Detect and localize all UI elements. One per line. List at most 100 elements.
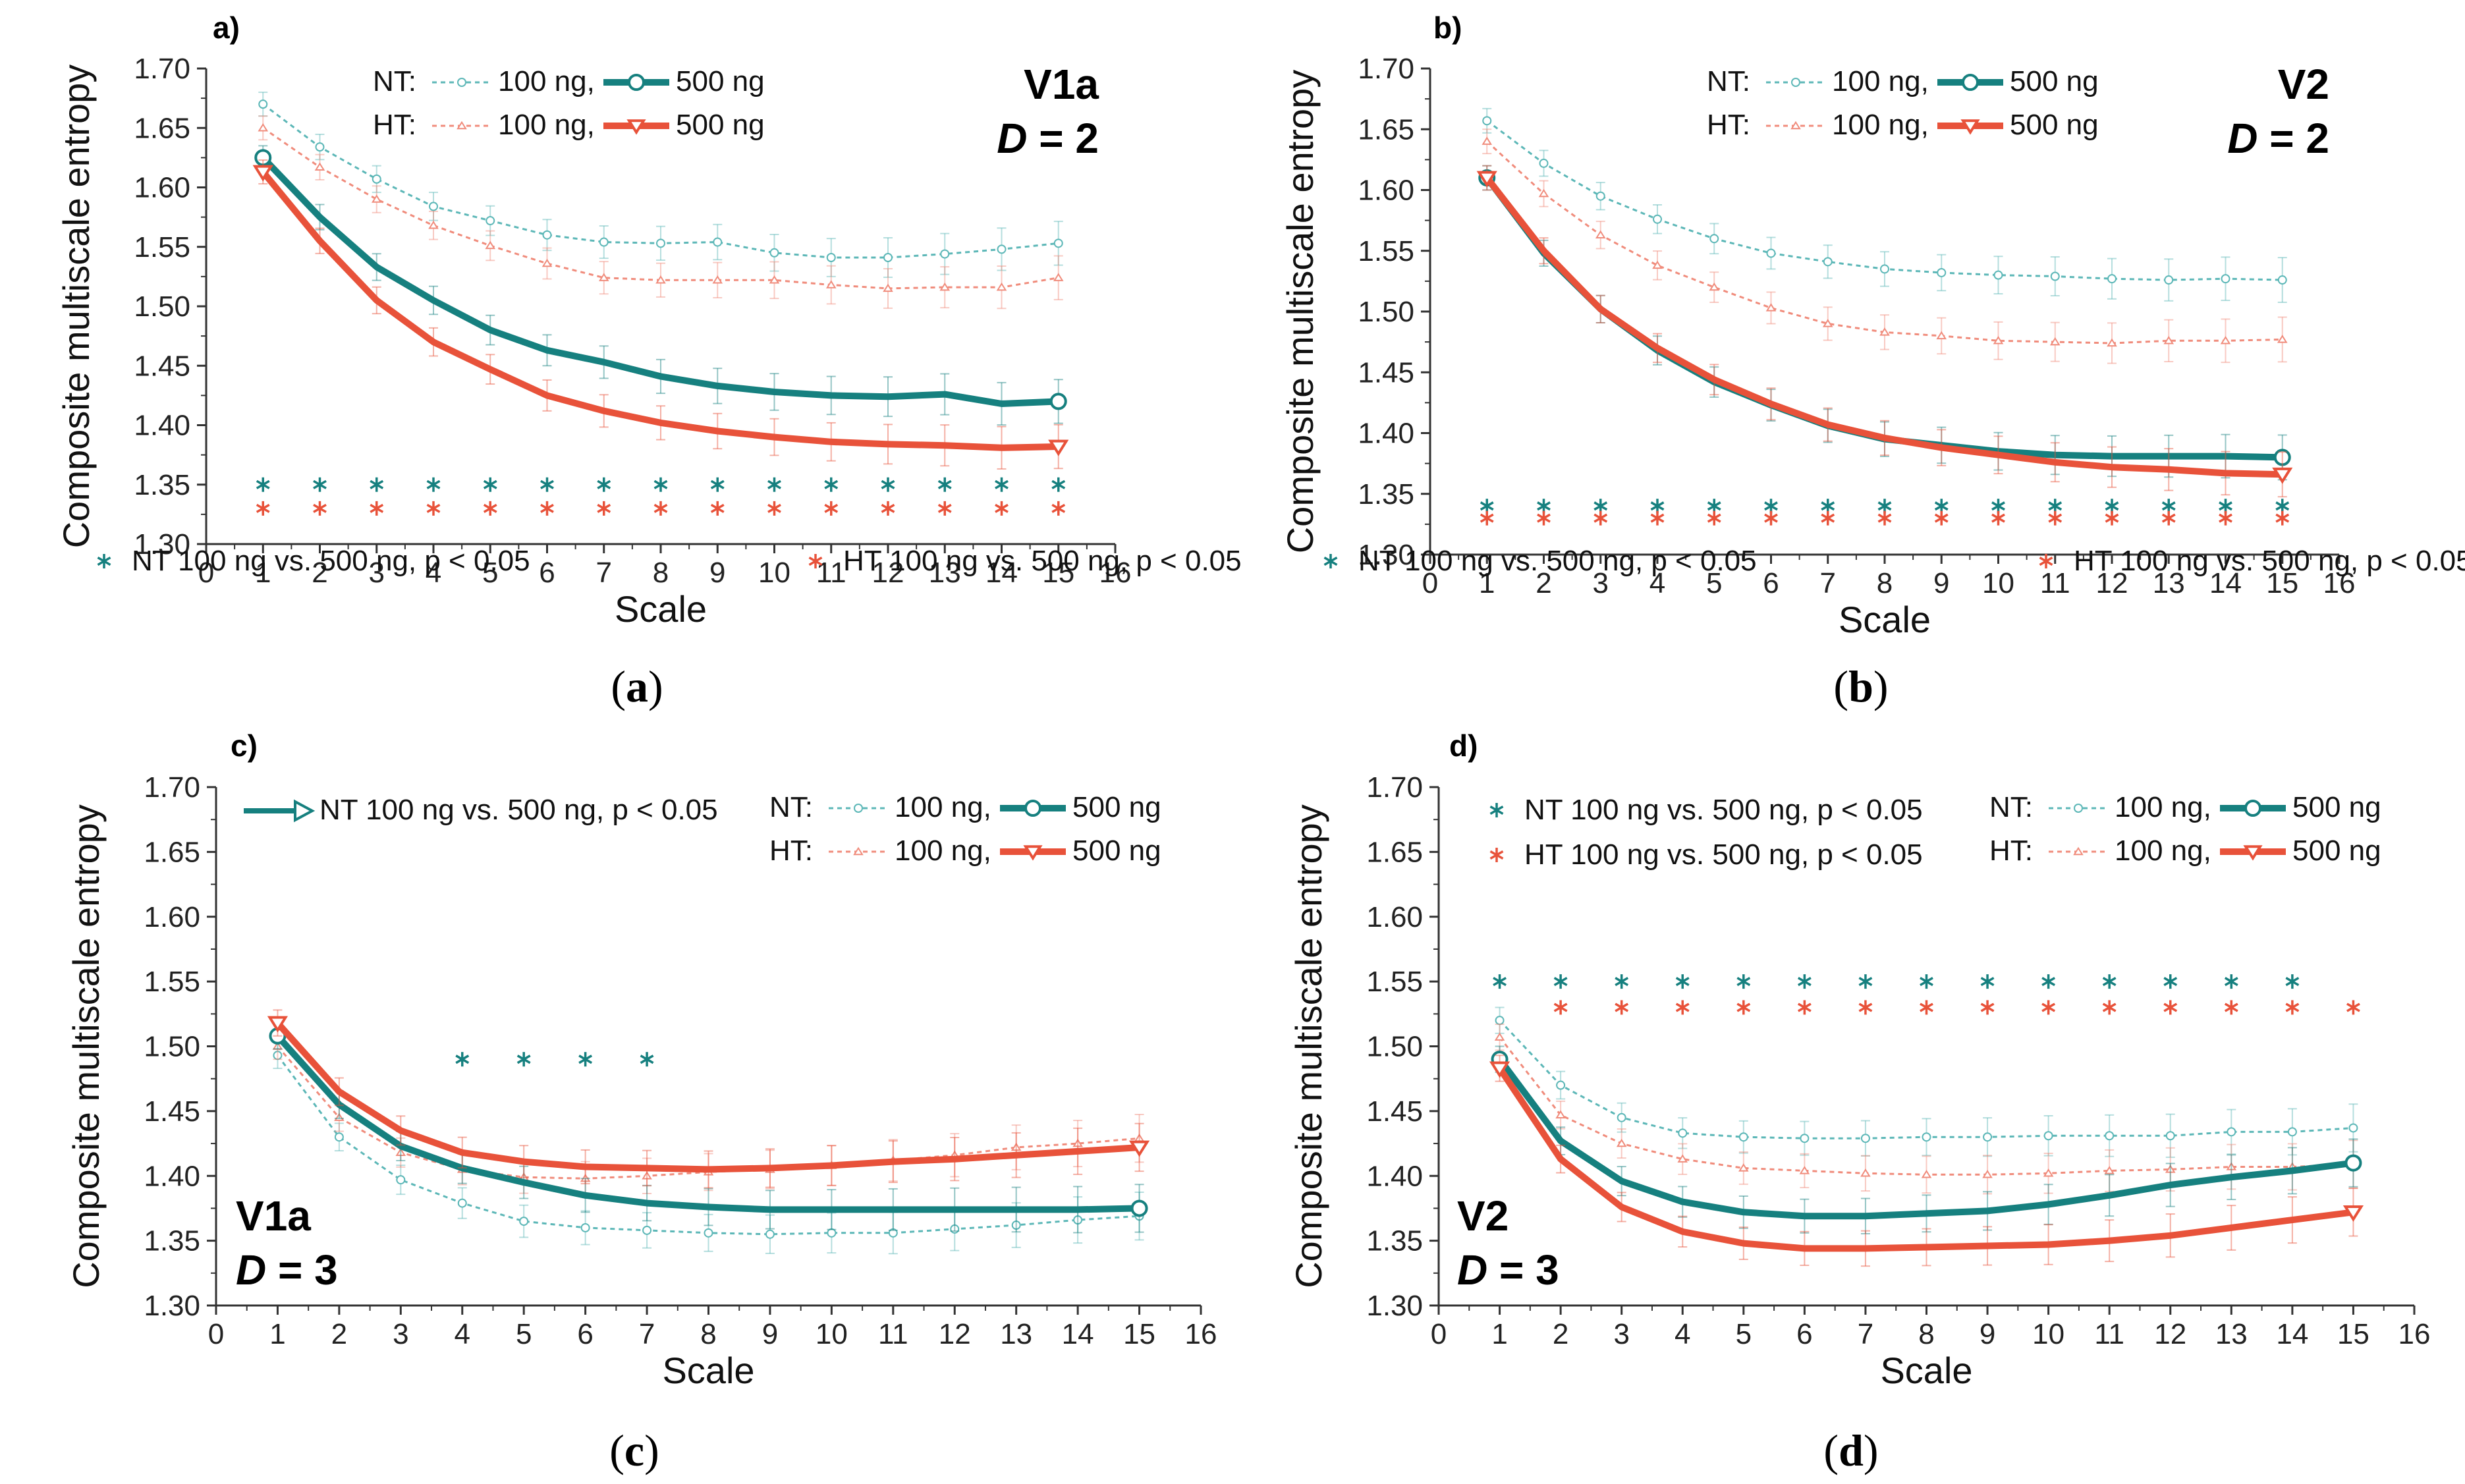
data-point-ht-100ng bbox=[1494, 1032, 1505, 1041]
sig-star-nt bbox=[1797, 974, 1812, 989]
sig-star-nt bbox=[2224, 974, 2238, 989]
legend-sig-star bbox=[808, 554, 823, 568]
y-tick-label: 1.70 bbox=[144, 771, 200, 804]
panel-caption: (b) bbox=[1833, 661, 1888, 711]
data-point-nt-500ng bbox=[2344, 1154, 2362, 1172]
sig-star-ht bbox=[2224, 1000, 2238, 1015]
panel-label: d) bbox=[1449, 728, 1478, 763]
data-point-ht-100ng bbox=[1936, 331, 1947, 340]
x-tick-label: 15 bbox=[1042, 557, 1074, 589]
x-tick-label: 13 bbox=[1000, 1318, 1032, 1350]
x-tick-label: 8 bbox=[653, 557, 669, 589]
series-line-nt-500ng bbox=[1497, 1057, 2354, 1220]
sig-star-nt bbox=[1736, 974, 1751, 989]
x-tick-label: 1 bbox=[1479, 567, 1495, 599]
data-point-nt-100ng bbox=[1880, 264, 1889, 274]
series-ht-100ng bbox=[1482, 128, 2288, 364]
x-tick-label: 15 bbox=[2266, 567, 2298, 599]
y-tick-label: 1.30 bbox=[1366, 1290, 1423, 1322]
data-point-nt-100ng bbox=[769, 248, 779, 258]
y-tick-label: 1.45 bbox=[1358, 356, 1414, 389]
sig-star-ht bbox=[1736, 1000, 1751, 1015]
y-tick-label: 1.45 bbox=[134, 350, 190, 382]
data-point-nt-100ng bbox=[940, 249, 950, 259]
legend-entry-500ng: 500 ng bbox=[2010, 109, 2099, 141]
sig-star-nt bbox=[2161, 499, 2176, 514]
x-tick-label: 13 bbox=[2153, 567, 2185, 599]
sig-star-nt bbox=[540, 477, 554, 492]
series-ht-100ng bbox=[258, 115, 1064, 310]
panel-tag-name: V2 bbox=[1457, 1192, 1509, 1240]
sig-star-ht bbox=[881, 501, 895, 516]
x-tick-label: 4 bbox=[1675, 1318, 1690, 1350]
sig-star-nt bbox=[1537, 499, 1551, 514]
x-tick-label: 15 bbox=[1123, 1318, 1155, 1350]
sig-star-nt bbox=[767, 477, 781, 492]
series-ht-500ng bbox=[267, 1009, 1150, 1189]
data-point-nt-100ng bbox=[888, 1228, 898, 1238]
y-tick-label: 1.35 bbox=[134, 469, 190, 501]
data-point-ht-100ng bbox=[2163, 335, 2174, 344]
x-tick-label: 9 bbox=[762, 1318, 778, 1350]
legend-sig-label: HT 100 ng vs. 500 ng, p < 0.05 bbox=[843, 545, 1242, 577]
x-tick-label: 8 bbox=[700, 1318, 716, 1350]
data-point-ht-100ng bbox=[642, 1170, 652, 1180]
sig-star-ht bbox=[824, 501, 839, 516]
panel-tag-dimension: D = 3 bbox=[1457, 1246, 1559, 1294]
data-point-nt-100ng bbox=[656, 238, 665, 248]
data-point-ht-100ng bbox=[485, 240, 496, 250]
sig-star-ht bbox=[995, 501, 1009, 516]
panel-tag-name: V1a bbox=[1024, 61, 1099, 108]
series-nt-100ng bbox=[1482, 107, 2287, 303]
sig-star-nt bbox=[640, 1052, 654, 1067]
y-axis-label: Composite multiscale entropy bbox=[55, 65, 97, 549]
x-tick-label: 9 bbox=[1933, 567, 1949, 599]
sig-star-nt bbox=[2285, 974, 2300, 989]
y-tick-label: 1.60 bbox=[144, 901, 200, 933]
sig-star-ht bbox=[1593, 510, 1608, 526]
panel-caption-letter: d bbox=[1839, 1425, 1864, 1475]
x-tick-label: 10 bbox=[816, 1318, 848, 1350]
legend-marker-nt-500ng bbox=[2244, 800, 2261, 817]
sig-star-ht bbox=[2048, 510, 2063, 526]
sig-star-nt bbox=[1593, 499, 1608, 514]
y-tick-label: 1.35 bbox=[144, 1225, 200, 1257]
x-tick-label: 14 bbox=[1062, 1318, 1094, 1350]
sig-star-nt bbox=[2275, 499, 2290, 514]
x-axis-label: Scale bbox=[1880, 1350, 1972, 1391]
data-point-nt-100ng bbox=[1482, 116, 1492, 126]
data-point-ht-100ng bbox=[2277, 335, 2288, 343]
data-point-ht-100ng bbox=[428, 220, 439, 229]
significance-markers bbox=[1493, 974, 2360, 1015]
data-point-ht-100ng bbox=[1538, 188, 1549, 198]
x-tick-label: 10 bbox=[1982, 567, 2014, 599]
y-tick-label: 1.30 bbox=[144, 1290, 200, 1322]
x-tick-label: 3 bbox=[1593, 567, 1609, 599]
data-point-ht-100ng bbox=[1072, 1138, 1083, 1147]
x-tick-label: 10 bbox=[2032, 1318, 2064, 1350]
data-point-nt-100ng bbox=[997, 244, 1007, 254]
x-tick-label: 1 bbox=[269, 1318, 285, 1350]
data-point-nt-100ng bbox=[1595, 191, 1605, 201]
sig-star-nt bbox=[597, 477, 611, 492]
panel-tag-name: V2 bbox=[2278, 61, 2329, 108]
legend-entry-500ng: 500 ng bbox=[1072, 835, 1161, 867]
y-tick-label: 1.60 bbox=[1366, 901, 1423, 933]
data-point-ht-100ng bbox=[1011, 1142, 1022, 1151]
sig-star-ht bbox=[313, 501, 327, 516]
data-point-ht-500ng bbox=[252, 165, 273, 182]
sig-star-ht bbox=[1920, 1000, 1933, 1015]
sig-star-ht bbox=[1537, 510, 1551, 526]
y-tick-label: 1.35 bbox=[1358, 478, 1414, 510]
sig-star-nt bbox=[1980, 974, 1995, 989]
legend-entry-100ng: 100 ng, bbox=[895, 791, 991, 823]
series-line-nt-500ng bbox=[275, 1033, 1140, 1213]
legend-marker-sig-triangle bbox=[294, 799, 316, 823]
data-point-nt-100ng bbox=[258, 99, 268, 109]
y-tick-label: 1.50 bbox=[144, 1031, 200, 1063]
y-axis-label: Composite multiscale entropy bbox=[65, 804, 107, 1288]
sig-star-ht bbox=[426, 501, 441, 516]
data-point-ht-100ng bbox=[1993, 335, 2004, 344]
sig-star-nt bbox=[1858, 974, 1873, 989]
panel-caption: (d) bbox=[1823, 1425, 1878, 1475]
